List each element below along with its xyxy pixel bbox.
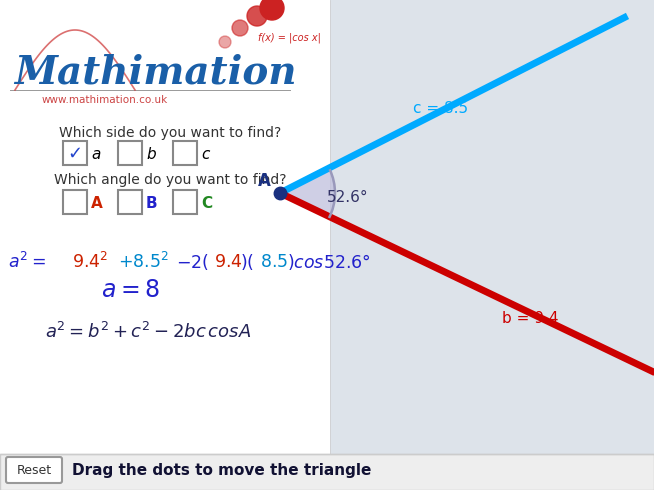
FancyBboxPatch shape <box>173 141 197 165</box>
Circle shape <box>260 0 284 20</box>
Text: $9.4^2$: $9.4^2$ <box>72 252 109 272</box>
Text: 52.6°: 52.6° <box>327 190 369 204</box>
Bar <box>330 0 654 490</box>
Text: B: B <box>146 196 158 211</box>
Text: www.mathimation.co.uk: www.mathimation.co.uk <box>42 95 168 105</box>
Text: A: A <box>258 172 271 190</box>
Text: $a^2 = b^2 + c^2 - 2bc\,cosA$: $a^2 = b^2 + c^2 - 2bc\,cosA$ <box>45 322 251 342</box>
FancyBboxPatch shape <box>63 141 87 165</box>
Text: $a = 8$: $a = 8$ <box>101 278 160 302</box>
Text: $- 2($: $- 2($ <box>176 252 209 272</box>
Bar <box>0 0 330 490</box>
Polygon shape <box>280 168 335 217</box>
Text: Which side do you want to find?: Which side do you want to find? <box>59 126 281 140</box>
Text: $a^2 = $: $a^2 = $ <box>8 252 46 272</box>
Text: $)cos52.6°$: $)cos52.6°$ <box>287 252 371 272</box>
Circle shape <box>219 36 231 48</box>
FancyBboxPatch shape <box>63 190 87 214</box>
FancyBboxPatch shape <box>118 190 142 214</box>
Bar <box>0 0 330 115</box>
Bar <box>0 454 654 490</box>
Text: Mathimation: Mathimation <box>14 53 296 91</box>
Text: C: C <box>201 196 212 211</box>
Circle shape <box>247 6 267 26</box>
Text: $9.4$: $9.4$ <box>214 253 243 271</box>
Text: f(x) = |cos x|: f(x) = |cos x| <box>258 33 321 43</box>
Text: $)($: $)($ <box>240 252 254 272</box>
Text: c = 8.5: c = 8.5 <box>413 101 468 116</box>
Text: A: A <box>91 196 103 211</box>
Text: $8.5$: $8.5$ <box>260 253 288 271</box>
Text: b = 9.4: b = 9.4 <box>502 311 559 326</box>
Circle shape <box>232 20 248 36</box>
Text: b: b <box>146 147 156 162</box>
Text: c: c <box>201 147 209 162</box>
Text: $+ 8.5^2$: $+ 8.5^2$ <box>118 252 169 272</box>
FancyBboxPatch shape <box>118 141 142 165</box>
Text: ✓: ✓ <box>67 145 82 163</box>
Text: Drag the dots to move the triangle: Drag the dots to move the triangle <box>72 463 371 477</box>
Text: Reset: Reset <box>16 464 52 476</box>
FancyBboxPatch shape <box>6 457 62 483</box>
Text: Which angle do you want to find?: Which angle do you want to find? <box>54 173 286 187</box>
FancyBboxPatch shape <box>173 190 197 214</box>
Text: a: a <box>91 147 100 162</box>
